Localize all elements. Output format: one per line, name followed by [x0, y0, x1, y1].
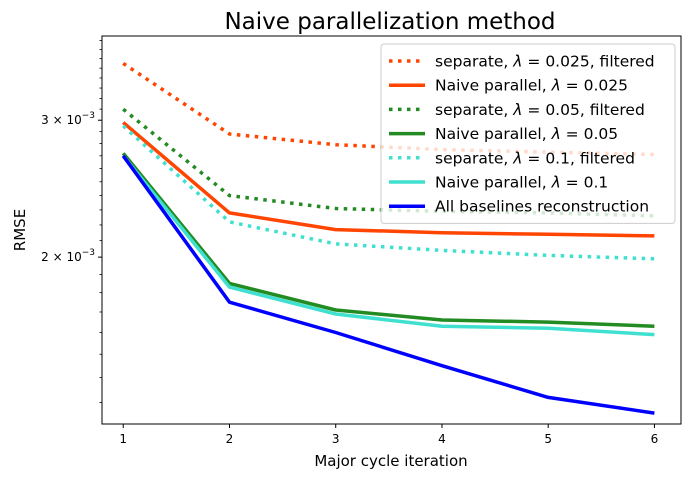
legend-entry: separate, λ = 0.05, filtered: [435, 101, 645, 119]
series-line-4: [121, 152, 655, 328]
legend-entry: separate, λ = 0.1, filtered: [435, 149, 635, 167]
x-tick-label: 5: [544, 432, 552, 446]
x-tick-label: 4: [438, 432, 446, 446]
legend-entry: Naive parallel, λ = 0.05: [435, 125, 618, 143]
y-axis-label: RMSE: [11, 209, 29, 251]
y-tick-label: 2 × 10−3: [41, 248, 95, 264]
legend-entry: Naive parallel, λ = 0.025: [435, 77, 628, 95]
series-line-7: [121, 154, 655, 415]
series-line-2: [122, 121, 655, 238]
plot-frame: [101, 35, 682, 425]
y-tick-label: 3 × 10−3: [41, 111, 95, 127]
legend-entry: All baselines reconstruction: [435, 198, 649, 216]
x-axis-label: Major cycle iteration: [314, 452, 467, 470]
series-line-5: [122, 124, 655, 261]
chart-title: Naive parallelization method: [224, 9, 555, 35]
x-tick-label: 6: [651, 432, 659, 446]
x-tick-label: 1: [119, 432, 127, 446]
axes: 1 2 3 4 5 6 3 × 10−3 2 × 10−3: [41, 40, 658, 446]
legend-box: [380, 43, 676, 224]
legend: separate, λ = 0.025, filtered Naive paral…: [380, 43, 676, 224]
x-tick-label: 3: [332, 432, 340, 446]
series-line-6: [121, 154, 655, 337]
legend-entry: Naive parallel, λ = 0.1: [435, 174, 608, 192]
x-tick-label: 2: [226, 432, 234, 446]
legend-entry: separate, λ = 0.025, filtered: [435, 53, 655, 71]
